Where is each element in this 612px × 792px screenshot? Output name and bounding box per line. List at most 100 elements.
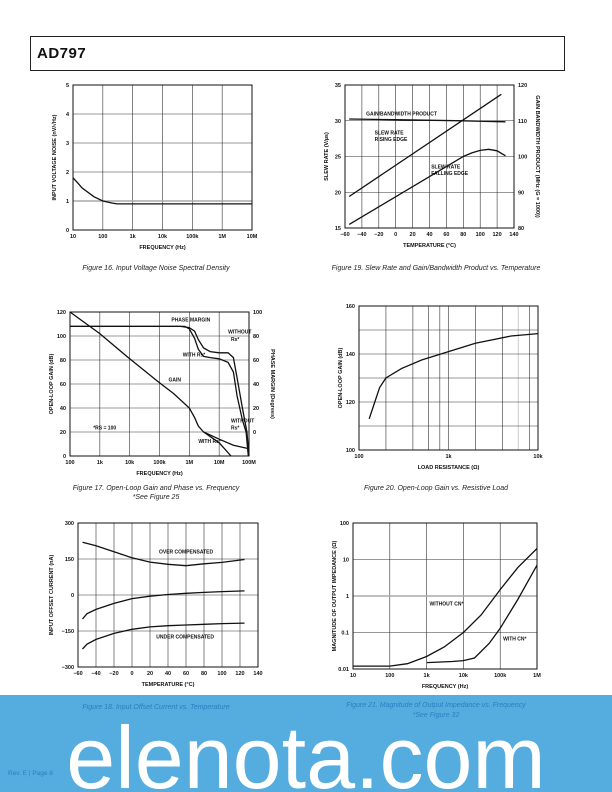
- y-tick-label: 0: [66, 228, 69, 234]
- y-tick-label: 80: [60, 358, 66, 364]
- plot-frame: [352, 522, 538, 670]
- caption-fig17-note: *See Figure 25: [132, 494, 180, 501]
- plot-frame: [344, 84, 515, 229]
- series-line-0: [69, 311, 205, 433]
- annotation: WITH Rs*: [183, 352, 206, 358]
- y2-tick-label: 100: [518, 155, 527, 161]
- x-tick-label: 60: [443, 232, 449, 238]
- y-tick-label: 40: [60, 406, 66, 412]
- y2-tick-label: 120: [518, 83, 527, 89]
- x-axis-label: FREQUENCY (Hz): [139, 245, 186, 251]
- y-tick-label: 0: [71, 593, 74, 599]
- y-tick-label: 100: [340, 521, 349, 527]
- x-tick-label: 40: [426, 232, 432, 238]
- chart-fig21: 10 100 1k 10k 100k 1M 0.01 0.1 1 10 100 FREQUENCY (…: [332, 521, 541, 690]
- annotation: RISING EDGE: [375, 137, 408, 143]
- y-tick-label: 100: [57, 334, 66, 340]
- annotation: *RS = 100: [93, 426, 116, 432]
- y-tick-label: 2: [66, 170, 69, 176]
- caption-fig19: Figure 19. Slew Rate and Gain/Bandwidth …: [331, 265, 541, 272]
- y-axis-label: INPUT VOLTAGE NOISE (nV/√Hz): [51, 114, 58, 200]
- y-tick-label: 4: [66, 112, 70, 118]
- y-tick-label: 100: [346, 448, 355, 454]
- x-tick-label: 100M: [242, 460, 256, 466]
- y-axis-label: INPUT OFFSET CURRENT (nA): [49, 555, 55, 636]
- y2-tick-label: 40: [253, 382, 259, 388]
- caption-fig16: Figure 16. Input Voltage Noise Spectral …: [82, 265, 230, 272]
- x-tick-label: 10k: [125, 460, 135, 466]
- y2-tick-label: 60: [253, 358, 259, 364]
- y-tick-label: 35: [335, 83, 341, 89]
- x-tick-label: 1M: [533, 673, 541, 679]
- y-tick-label: 5: [66, 83, 69, 89]
- y-tick-label: 20: [335, 190, 341, 196]
- annotation: WITH Rs*: [198, 439, 221, 445]
- y-tick-label: 0.01: [338, 667, 349, 673]
- x-tick-label: 10M: [214, 460, 225, 466]
- annotation: SLEW RATE: [431, 165, 461, 171]
- y2-tick-label: 80: [518, 226, 524, 232]
- x-tick-label: 100: [217, 671, 226, 677]
- y-tick-label: 150: [65, 557, 74, 563]
- chart-fig20: 100 1k 10k 100 120 140 160 LOAD RESISTANCE (Ω) O…: [338, 304, 544, 471]
- x-tick-label: 140: [253, 671, 262, 677]
- y-tick-label: 10: [343, 558, 349, 564]
- y-axis-label: OPEN-LOOP GAIN (dB): [338, 347, 344, 408]
- x-tick-label: 0: [130, 671, 133, 677]
- y-tick-label: 1: [346, 594, 349, 600]
- y-tick-label: 15: [335, 226, 341, 232]
- chart-fig17: 100 1k 10k 100k 1M 10M 100M 0 20 40 60 80 100 120 0 20 4…: [49, 310, 275, 477]
- watermark-band: [0, 695, 612, 792]
- annotation: GAIN: [168, 378, 181, 384]
- series-line-1: [203, 431, 250, 450]
- y2-tick-label: 100: [253, 310, 262, 316]
- y2-tick-label: 90: [518, 190, 524, 196]
- x-tick-label: 10: [350, 673, 356, 679]
- x-tick-label: 100k: [153, 460, 166, 466]
- series-line-1: [82, 590, 245, 620]
- x-tick-label: −20: [109, 671, 118, 677]
- y-tick-label: 0.1: [341, 631, 349, 637]
- y-tick-label: −150: [62, 629, 74, 635]
- annotation: WITHOUT CN*: [430, 601, 464, 607]
- series-line-0: [368, 332, 539, 420]
- series-line-2: [203, 431, 232, 457]
- x-tick-label: 120: [493, 232, 502, 238]
- series-line-2: [349, 118, 506, 123]
- x-tick-label: 80: [460, 232, 466, 238]
- x-tick-label: 1k: [97, 460, 104, 466]
- x-tick-label: 1k: [130, 234, 137, 240]
- annotation: WITHOUT: [231, 418, 254, 424]
- annotation: WITH CN*: [503, 637, 526, 643]
- annotation: Rs*: [231, 426, 239, 432]
- y2-tick-label: 80: [253, 334, 259, 340]
- x-tick-label: 10k: [459, 673, 469, 679]
- annotation: GAIN/BANDWIDTH PRODUCT: [366, 112, 437, 118]
- y-tick-label: 0: [63, 454, 66, 460]
- x-tick-label: 1M: [218, 234, 226, 240]
- annotation: FALLING EDGE: [431, 171, 469, 177]
- x-axis-label: TEMPERATURE (°C): [142, 682, 195, 688]
- plot-frame: [69, 311, 250, 457]
- x-tick-label: 10: [70, 234, 76, 240]
- y-tick-label: 120: [57, 310, 66, 316]
- y-tick-label: 160: [346, 304, 355, 310]
- page-header: AD797: [30, 36, 565, 71]
- x-tick-label: 140: [509, 232, 518, 238]
- watermark-text: elenota.com: [66, 708, 546, 792]
- y-axis-label: OPEN-LOOP GAIN (dB): [49, 353, 55, 414]
- caption-fig20: Figure 20. Open-Loop Gain vs. Resistive …: [364, 485, 508, 492]
- y-tick-label: −300: [62, 665, 74, 671]
- y-tick-label: 60: [60, 382, 66, 388]
- x-axis-label: FREQUENCY (Hz): [422, 684, 469, 690]
- x-tick-label: 20: [410, 232, 416, 238]
- annotation: PHASE MARGIN: [171, 318, 210, 324]
- y-tick-label: 3: [66, 141, 69, 147]
- y-tick-label: 140: [346, 352, 355, 358]
- annotation: Rs*: [231, 337, 239, 343]
- plot-frame: [77, 522, 259, 668]
- y-tick-label: 300: [65, 521, 74, 527]
- x-tick-label: 100: [476, 232, 485, 238]
- x-tick-label: −60: [73, 671, 82, 677]
